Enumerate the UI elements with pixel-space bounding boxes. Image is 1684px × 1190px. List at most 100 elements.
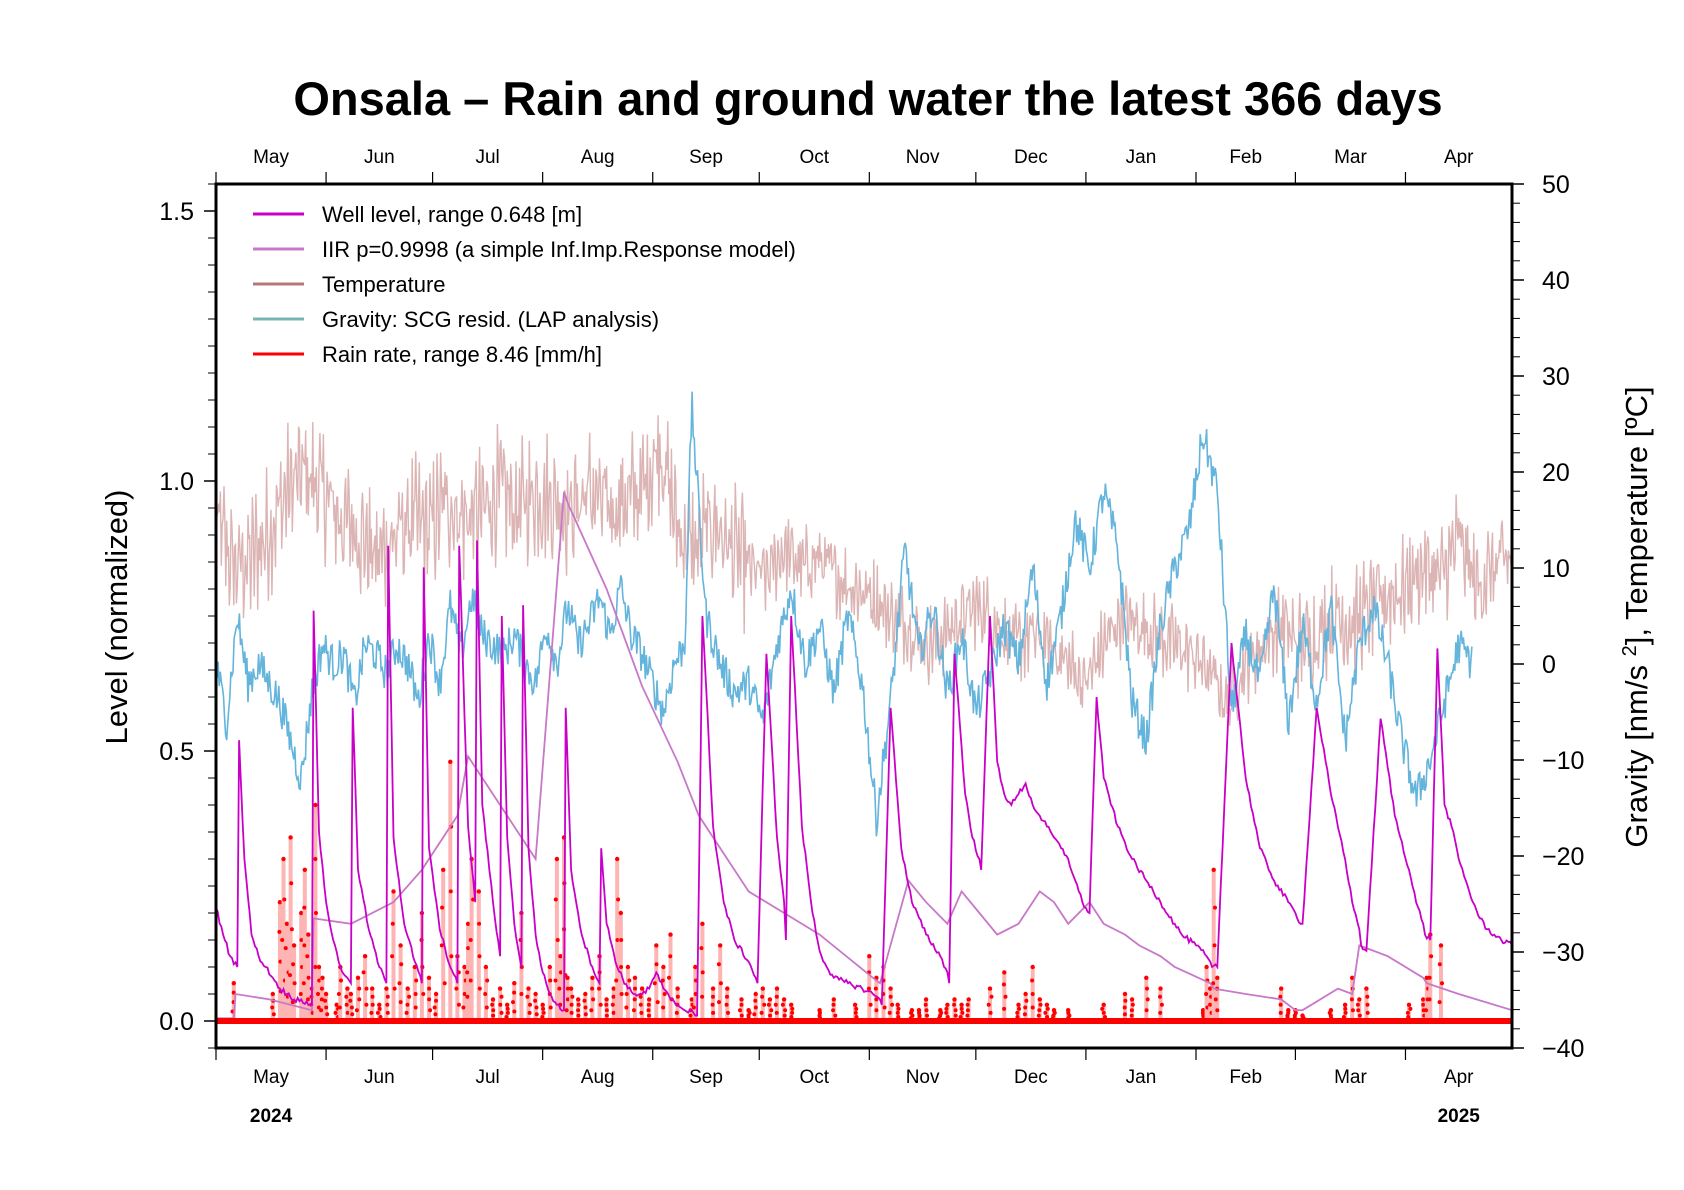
rain-point <box>413 1005 418 1010</box>
rain-point <box>1030 978 1035 983</box>
rain-point <box>888 994 893 999</box>
x-top-month-label: Apr <box>1444 147 1474 168</box>
rain-point <box>591 997 596 1002</box>
rain-point <box>1438 943 1444 948</box>
rain-point <box>483 964 489 970</box>
rain-point <box>541 1006 546 1011</box>
rain-point <box>299 938 304 942</box>
rain-point <box>270 1005 275 1010</box>
rain-point <box>923 1002 928 1007</box>
rain-point <box>624 992 629 996</box>
rain-point <box>783 1008 788 1013</box>
rain-point <box>465 921 471 926</box>
y-right-tick-label: 40 <box>1542 267 1570 295</box>
rain-point <box>512 981 517 986</box>
rain-point <box>281 856 286 862</box>
y-right-tick-label: 0 <box>1542 651 1556 679</box>
rain-point <box>337 1005 342 1010</box>
rain-point <box>739 997 744 1002</box>
rain-point <box>944 1010 949 1015</box>
rain-point <box>370 986 375 991</box>
rain-point <box>774 1010 779 1015</box>
rain-point <box>564 1008 569 1013</box>
rain-point <box>349 1005 354 1010</box>
rain-point <box>339 978 343 983</box>
rain-point <box>1327 1010 1332 1015</box>
rain-point <box>1038 1002 1043 1007</box>
rain-point <box>700 994 705 999</box>
rain-point <box>357 986 362 991</box>
rain-point <box>1016 1002 1021 1007</box>
rain-point <box>766 1002 771 1007</box>
rain-point <box>604 1013 609 1018</box>
rain-point <box>384 986 389 991</box>
rain-point <box>662 992 667 996</box>
rain-point <box>1129 1008 1134 1013</box>
rain-point <box>525 994 530 999</box>
rain-point <box>632 1008 636 1013</box>
rain-point <box>1405 1010 1410 1015</box>
rain-point <box>491 1008 496 1013</box>
rain-point <box>738 1008 742 1013</box>
legend-item: Well level, range 0.648 [m] <box>253 202 582 227</box>
rain-point <box>534 1005 539 1010</box>
rain-point <box>370 994 375 999</box>
rain-point <box>724 1002 729 1007</box>
rain-point <box>361 970 366 975</box>
rain-point <box>625 964 631 970</box>
rain-point <box>288 973 292 978</box>
rain-point <box>660 978 665 983</box>
rain-point <box>385 1010 390 1015</box>
rain-point <box>319 997 324 1002</box>
rain-point <box>646 1008 651 1013</box>
rain-point <box>485 978 490 983</box>
rain-point <box>448 759 453 764</box>
rain-point <box>313 965 318 969</box>
rain-point <box>442 981 447 986</box>
rain-point <box>433 991 439 997</box>
rain-point <box>1022 1012 1027 1017</box>
year-label-2025: 2025 <box>1438 1106 1481 1127</box>
rain-point <box>652 981 657 986</box>
legend-label: Temperature <box>322 272 446 297</box>
rain-point <box>1406 1002 1412 1007</box>
rain-point <box>725 994 729 999</box>
rain-point <box>790 1006 795 1011</box>
rain-point <box>960 1010 965 1015</box>
rain-point <box>615 938 620 942</box>
rain-point <box>1030 1005 1035 1010</box>
rain-point <box>895 1010 900 1015</box>
rain-point <box>405 986 410 991</box>
rain-point <box>882 1005 887 1010</box>
x-top-month-label: Jan <box>1126 147 1157 168</box>
rain-point <box>477 954 482 959</box>
rain-point <box>1343 1010 1348 1015</box>
year-label-2024: 2024 <box>250 1106 293 1127</box>
rain-point <box>725 986 730 991</box>
rain-point <box>1145 997 1150 1002</box>
rain-point <box>611 986 616 991</box>
y-left-tick-label: 0.5 <box>159 738 194 766</box>
rain-point <box>534 1012 539 1017</box>
rain-point <box>759 1010 764 1015</box>
rain-point <box>1044 1002 1050 1007</box>
rain-point <box>1122 991 1128 997</box>
rain-point <box>604 1002 609 1007</box>
rain-point <box>554 856 560 862</box>
x-bottom-month-label: May <box>253 1067 289 1088</box>
rain-point <box>633 986 637 991</box>
rain-point <box>1043 1010 1048 1015</box>
rain-point <box>655 1000 660 1005</box>
rain-point <box>1002 1006 1007 1011</box>
rain-point <box>1017 1006 1021 1011</box>
rain-point <box>323 998 328 1003</box>
rain-point <box>364 1002 369 1007</box>
rain-point <box>291 962 296 967</box>
x-top-month-label: Aug <box>581 147 615 168</box>
rain-point <box>1424 975 1430 980</box>
rain-point <box>483 992 488 996</box>
rain-point <box>320 975 325 980</box>
rain-point <box>1279 986 1284 991</box>
x-bottom-month-label: Feb <box>1229 1067 1262 1088</box>
rain-point <box>1023 991 1028 997</box>
